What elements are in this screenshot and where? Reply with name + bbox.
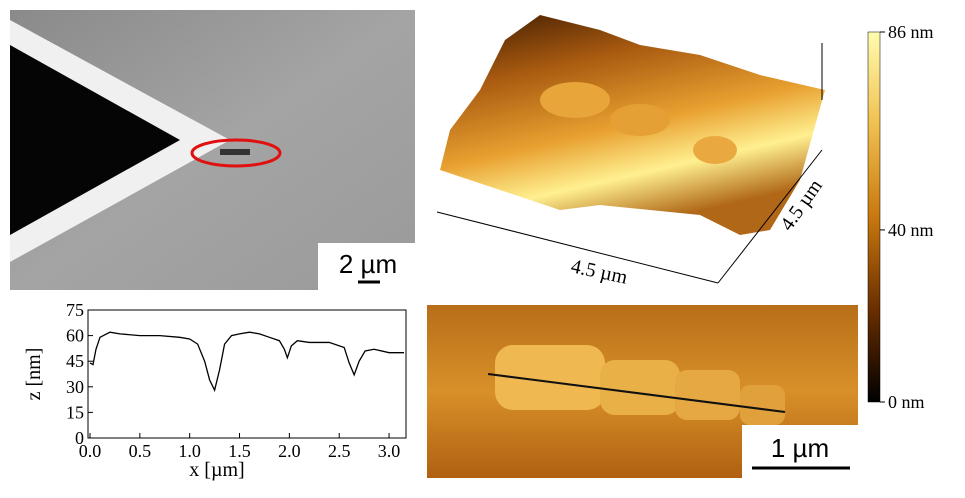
x-tick-label: 2.0 [278,441,301,461]
y-axis-label: z [nm] [23,348,45,401]
colorbar-label: 0 nm [888,392,925,412]
scale-label: 1 µm [771,433,829,463]
scale-label: 2 µm [339,249,397,279]
x-tick-label: 2.5 [328,441,351,461]
x-tick-label: 1.5 [228,441,251,461]
figure: 2 µm 4.5 µm 4.5 µm 1 µm 015304560750.00.… [0,0,965,493]
x-tick-label: 3.0 [378,441,401,461]
profile-line [90,332,404,390]
x-tick-label: 0.0 [79,441,102,461]
x-tick-label: 1.0 [178,441,201,461]
colorbar-label: 86 nm [888,22,934,42]
colorbar-label: 40 nm [888,220,934,240]
y-tick-label: 15 [66,402,84,422]
y-tick-label: 75 [66,300,84,320]
y-tick-label: 30 [66,377,84,397]
afm-top: 1 µm [427,305,858,478]
y-tick-label: 45 [66,351,84,371]
x-tick-label: 0.5 [129,441,152,461]
sem-image: 2 µm [10,10,415,290]
y-tick-label: 60 [66,326,84,346]
afm-3d: 4.5 µm 4.5 µm [437,15,827,289]
x-axis-label: x [µm] [189,459,244,481]
plot-frame [88,310,406,438]
axis-label: 4.5 µm [569,255,630,288]
colorbar [868,32,880,402]
